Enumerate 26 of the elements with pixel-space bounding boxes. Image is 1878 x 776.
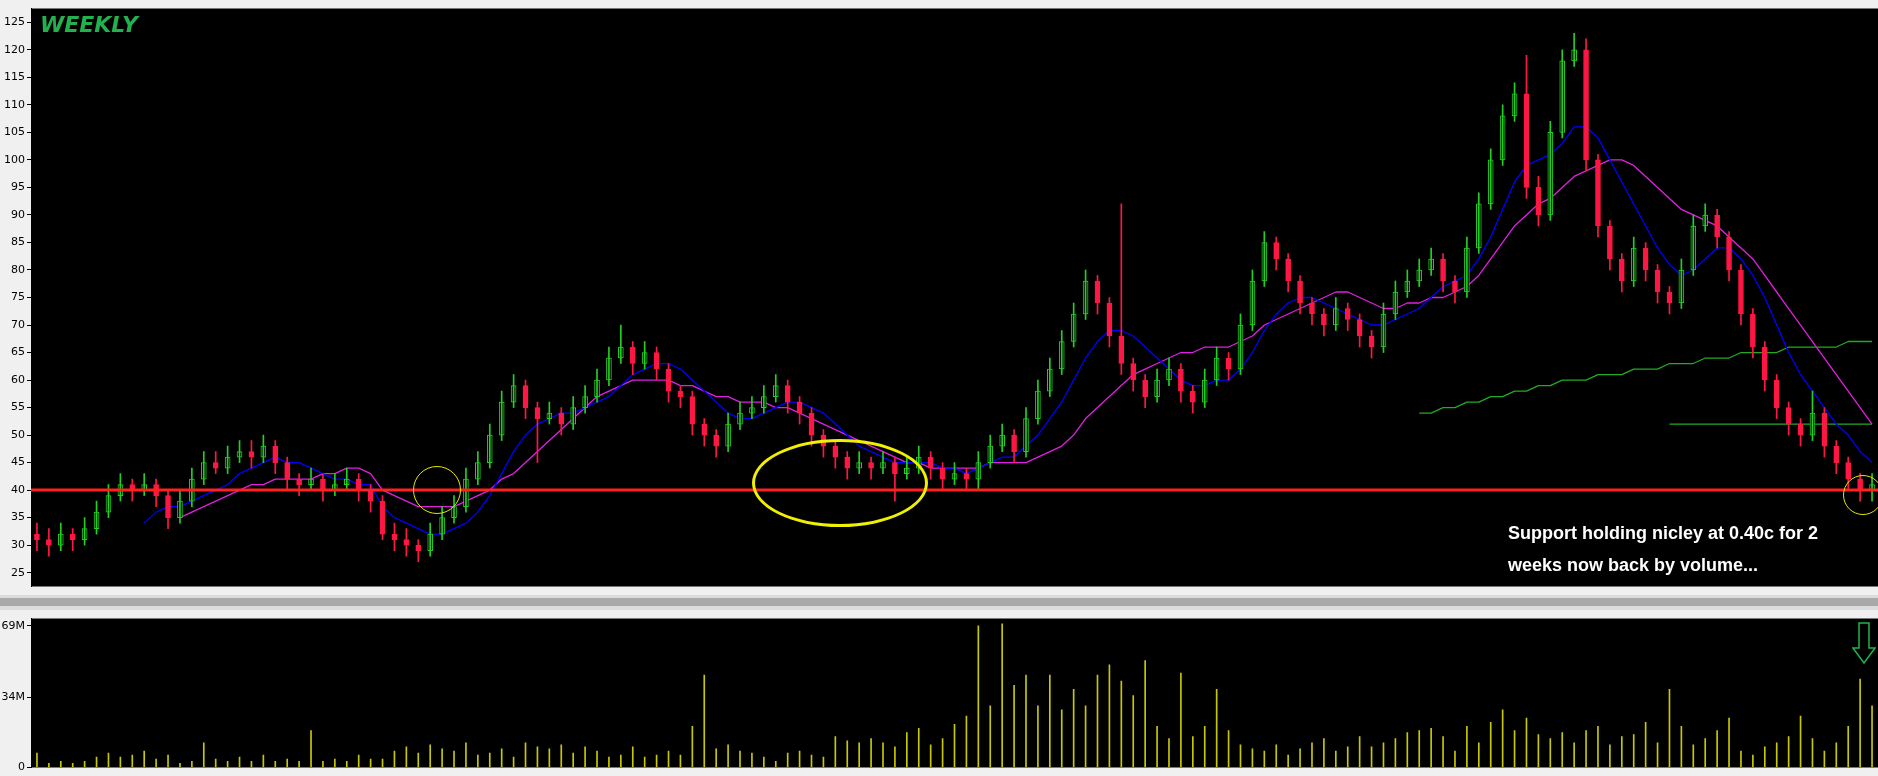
y-tick-label: 35 — [11, 510, 25, 524]
y-tick-label: 45 — [11, 455, 25, 469]
y-tick-label: 60 — [11, 372, 25, 386]
y-tick-label: 95 — [11, 180, 25, 194]
y-tick-label: 25 — [11, 565, 25, 579]
y-tick-label: 85 — [11, 235, 25, 249]
y-tick-label: 110 — [4, 97, 25, 111]
y-tick-label: 105 — [4, 125, 25, 139]
y-tick-label: 120 — [4, 42, 25, 56]
y-tick-label: 0 — [18, 760, 25, 774]
y-tick-label: 40 — [11, 482, 25, 496]
y-tick-label: 125 — [4, 15, 25, 29]
y-tick-label: 30 — [11, 537, 25, 551]
y-tick-label: 100 — [4, 152, 25, 166]
y-tick-label: 75 — [11, 290, 25, 304]
y-tick-label: 34M — [1, 690, 25, 704]
annotation: Support holding nicley at 0.40c for 2 weeks now back by volume... — [1508, 517, 1874, 581]
y-tick-label: 69M — [1, 618, 25, 632]
y-tick-label: 90 — [11, 207, 25, 221]
chart-title: WEEKLY — [40, 12, 138, 37]
y-tick-label: 65 — [11, 345, 25, 359]
y-tick-label: 55 — [11, 400, 25, 414]
y-tick-label: 70 — [11, 317, 25, 331]
y-tick-label: 50 — [11, 427, 25, 441]
y-tick-label: 80 — [11, 262, 25, 276]
y-tick-label: 115 — [4, 70, 25, 84]
